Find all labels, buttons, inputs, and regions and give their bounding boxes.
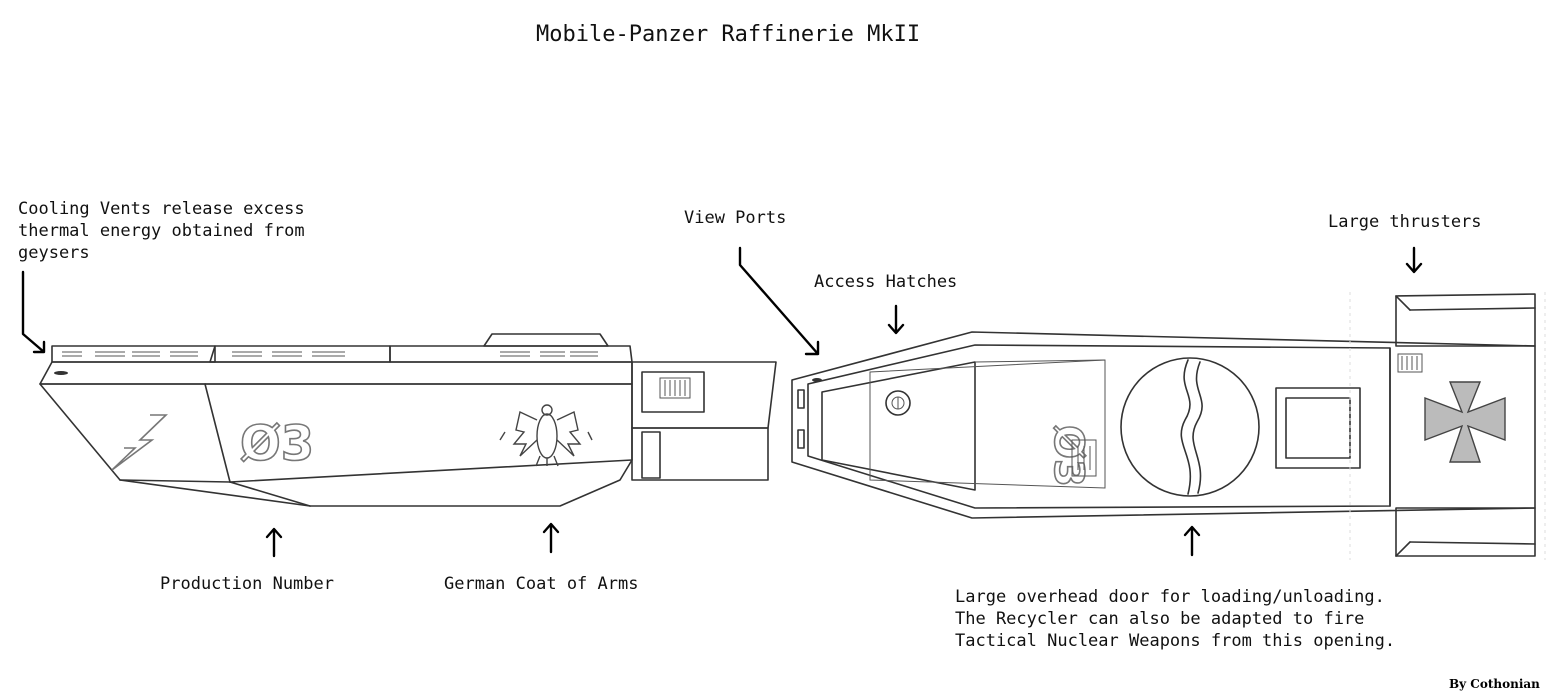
- author-credit: By Cothonian: [1449, 677, 1540, 691]
- label-coat-of-arms: German Coat of Arms: [444, 574, 639, 594]
- label-view-ports: View Ports: [684, 208, 787, 228]
- annotation-arrows: [21, 246, 1423, 558]
- side-view: Ø3: [39, 333, 777, 507]
- overhead-door: [1120, 357, 1260, 497]
- cooling-vent-slats: [62, 351, 598, 357]
- label-access-hatches: Access Hatches: [814, 272, 958, 292]
- lightning-bolt-insignia: [111, 414, 168, 471]
- top-view: Ø3: [791, 292, 1546, 560]
- diagram-title: Mobile-Panzer Raffinerie MkII: [536, 22, 921, 47]
- arrow-large-thrusters: [1405, 246, 1423, 274]
- iron-cross-icon: [1424, 381, 1506, 463]
- view-port: [797, 429, 805, 449]
- eagle-coat-of-arms-icon: [499, 404, 593, 467]
- arrow-view-ports: [738, 246, 820, 356]
- arrow-cooling-vents: [21, 270, 46, 354]
- label-production-number: Production Number: [160, 574, 334, 594]
- production-number-stencil: Ø3: [240, 416, 314, 472]
- label-large-thrusters: Large thrusters: [1328, 212, 1482, 232]
- arrow-coat-of-arms: [542, 522, 560, 554]
- label-cooling-vents: Cooling Vents release excess thermal ene…: [18, 199, 305, 263]
- view-port: [797, 389, 805, 409]
- thruster-upper: [1395, 293, 1536, 347]
- label-overhead-door: Large overhead door for loading/unloadin…: [955, 587, 1396, 651]
- square-hatch: [1275, 387, 1361, 469]
- arrow-production-number: [265, 527, 283, 558]
- access-hatch: [885, 390, 911, 416]
- thruster-lower: [1395, 507, 1536, 557]
- arrow-access-hatches: [887, 304, 905, 335]
- arrow-overhead-door: [1183, 525, 1201, 557]
